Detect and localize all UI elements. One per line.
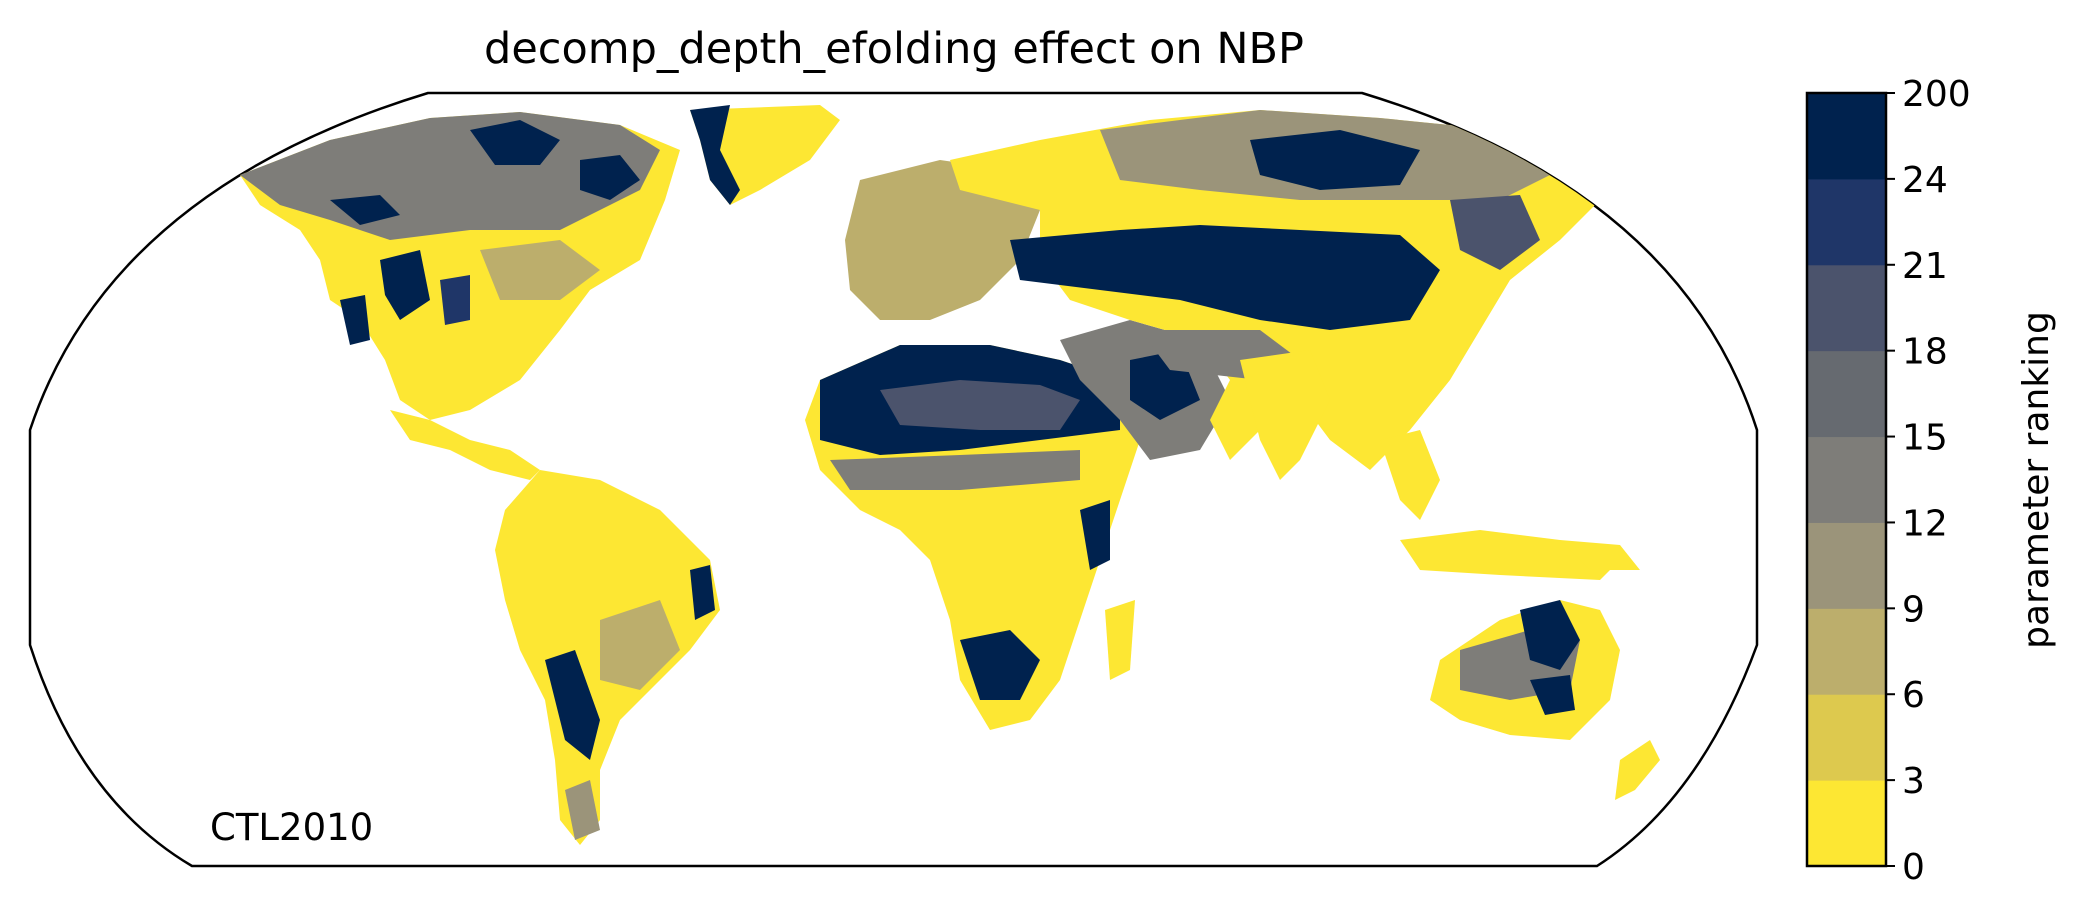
colorbar-segment [1807,780,1886,867]
colorbar-tick-label: 200 [1902,74,1971,115]
scenario-label: CTL2010 [210,806,373,849]
colorbar: 0 3 6 9 12 15 18 21 24 200 [1805,74,1971,888]
australia-navy [1520,600,1580,670]
india [1240,350,1330,480]
greenland-navy [690,105,740,205]
colorbar-tick-label: 9 [1902,589,1925,630]
east-africa-navy [1080,500,1110,570]
colorbar-tick-label: 24 [1902,160,1948,201]
colorbar-tick-label: 15 [1902,418,1948,459]
sa-navy-1 [690,565,715,620]
colorbar-tick-label: 6 [1902,675,1925,716]
colorbar-segment [1807,264,1886,352]
land-masses [240,105,1660,845]
map-area [28,91,1759,868]
europe [845,160,1040,320]
colorbar-label: parameter ranking [2016,311,2057,649]
colorbar-tick-label: 0 [1902,847,1925,888]
colorbar-tick-label: 21 [1902,246,1948,287]
southeast-asia [1380,430,1440,520]
canada-navy-2 [470,120,560,165]
australia-navy-2 [1530,675,1575,715]
colorbar-tick-label: 3 [1902,761,1925,802]
colorbar-segment [1807,522,1886,609]
us-navy-1 [380,250,430,320]
sa-gray-2 [565,780,600,840]
colorbar-tick-label: 18 [1902,332,1948,373]
us-navy-3 [340,295,370,345]
madagascar [1105,600,1135,680]
colorbar-segment [1807,694,1886,781]
colorbar-segment [1807,350,1886,438]
new-guinea [1560,540,1640,570]
sahara-slate [880,380,1080,430]
sahel-gray [830,450,1080,490]
us-gray-1 [480,240,600,300]
canada-navy-1 [330,195,400,225]
new-zealand [1615,740,1660,800]
central-asia-navy [1010,225,1440,330]
colorbar-segment [1807,178,1886,266]
southern-africa-navy [960,630,1040,700]
colorbar-tick-label: 12 [1902,503,1948,544]
us-navy-2 [440,275,470,325]
central-america [390,410,540,480]
sa-navy-2 [545,650,600,760]
colorbar-border [1805,91,1888,868]
siberia-navy [1250,130,1420,190]
colorbar-segment [1807,608,1886,695]
sa-gray-1 [600,600,680,690]
colorbar-segment [1807,436,1886,523]
map-title: decomp_depth_efolding effect on NBP [484,24,1304,74]
colorbar-segment [1807,93,1886,180]
canada-navy-3 [580,155,640,200]
east-asia-slate [1450,195,1540,270]
